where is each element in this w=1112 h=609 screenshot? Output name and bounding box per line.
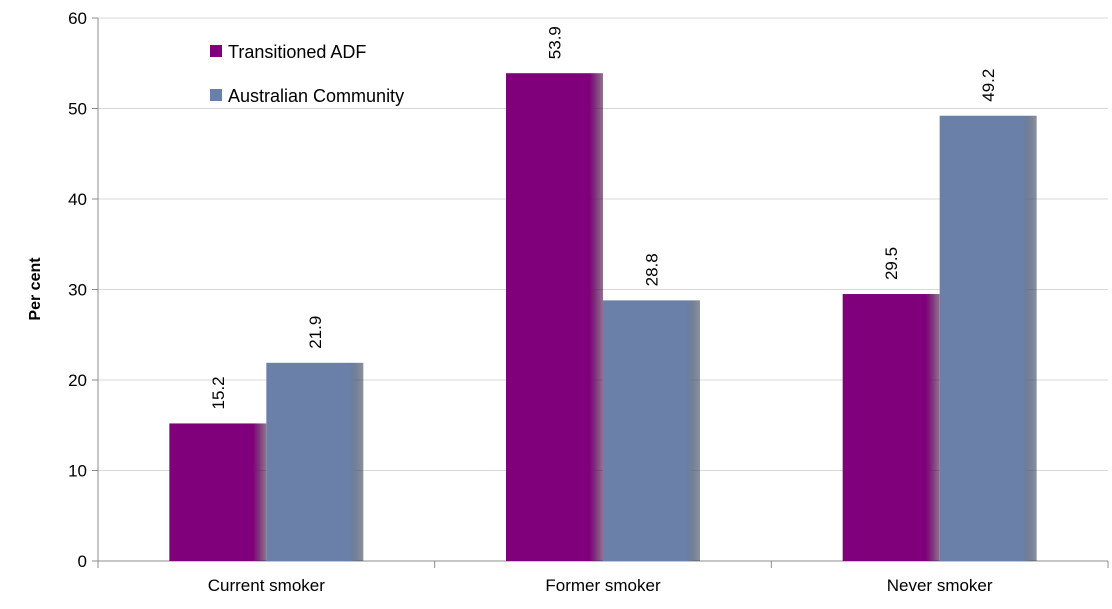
data-label: 15.2 (209, 376, 228, 409)
y-tick-label: 20 (68, 371, 87, 390)
data-labels: 15.2 21.9 53.9 28.8 29.5 49.2 (209, 26, 998, 409)
category-label: Current smoker (208, 576, 325, 595)
bar (603, 300, 700, 561)
y-tick-label: 40 (68, 190, 87, 209)
bar (266, 362, 364, 561)
bar (169, 423, 267, 561)
legend-label: Australian Community (228, 86, 404, 106)
data-label: 53.9 (546, 26, 565, 59)
category-label: Never smoker (887, 576, 993, 595)
y-tick-label: 30 (68, 281, 87, 300)
y-tick-label: 50 (68, 100, 87, 119)
bar (842, 294, 940, 561)
legend: Transitioned ADF Australian Community (210, 42, 404, 106)
data-label: 21.9 (306, 316, 325, 349)
category-label: Former smoker (545, 576, 661, 595)
legend-label: Transitioned ADF (228, 42, 366, 62)
y-tick-label: 0 (78, 552, 87, 571)
y-tick-label: 60 (68, 9, 87, 28)
y-axis-title: Per cent (27, 257, 44, 321)
legend-swatch (210, 45, 222, 57)
bars (169, 73, 1037, 562)
y-tick-label: 10 (68, 462, 87, 481)
data-label: 49.2 (979, 69, 998, 102)
legend-swatch (210, 89, 222, 101)
data-label: 28.8 (643, 253, 662, 286)
data-label: 29.5 (882, 247, 901, 280)
bar (506, 73, 603, 561)
bar (939, 115, 1037, 562)
